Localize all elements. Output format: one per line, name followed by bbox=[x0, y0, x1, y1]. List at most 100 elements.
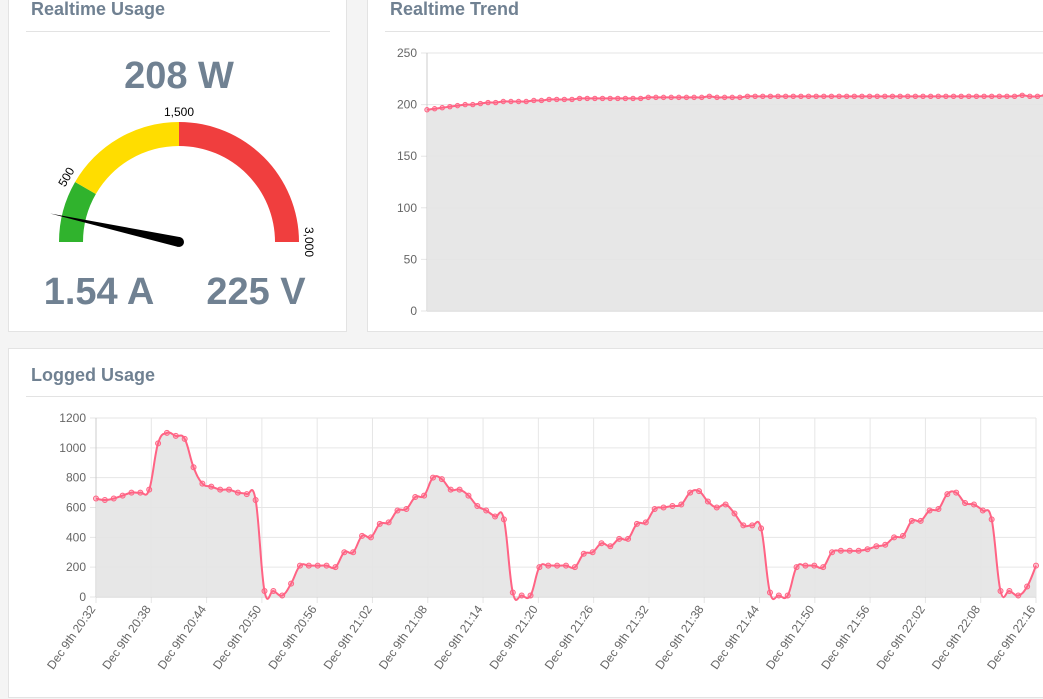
x-tick-label: Dec 9th 21:32 bbox=[597, 602, 652, 672]
data-point bbox=[883, 542, 888, 547]
data-point bbox=[799, 94, 803, 98]
data-point bbox=[164, 430, 169, 435]
data-point bbox=[646, 95, 650, 99]
data-point bbox=[235, 490, 240, 495]
data-point bbox=[677, 95, 681, 99]
data-point bbox=[997, 94, 1001, 98]
data-point bbox=[838, 548, 843, 553]
data-point bbox=[989, 94, 993, 98]
data-point bbox=[102, 498, 107, 503]
data-point bbox=[509, 99, 513, 103]
data-point bbox=[634, 521, 639, 526]
data-point bbox=[351, 550, 356, 555]
x-tick-label: Dec 9th 20:38 bbox=[99, 602, 154, 672]
data-point bbox=[271, 589, 276, 594]
data-point bbox=[342, 550, 347, 555]
data-point bbox=[623, 96, 627, 100]
data-point bbox=[1012, 94, 1016, 98]
data-point bbox=[218, 487, 223, 492]
gauge-band-2 bbox=[179, 122, 299, 242]
data-point bbox=[679, 502, 684, 507]
data-point bbox=[227, 487, 232, 492]
data-point bbox=[745, 94, 749, 98]
data-point bbox=[856, 548, 861, 553]
data-point bbox=[688, 490, 693, 495]
data-point bbox=[616, 96, 620, 100]
data-point bbox=[741, 523, 746, 528]
voltage-readout: 225 V bbox=[181, 271, 331, 314]
data-point bbox=[608, 96, 612, 100]
gauge-needle-hub bbox=[174, 237, 184, 247]
data-point bbox=[761, 94, 765, 98]
x-tick-label: Dec 9th 21:08 bbox=[376, 602, 431, 672]
data-point bbox=[244, 492, 249, 497]
data-point bbox=[875, 94, 879, 98]
current-readout: 1.54 A bbox=[24, 271, 174, 314]
data-point bbox=[626, 536, 631, 541]
data-point bbox=[570, 97, 574, 101]
x-tick-label: Dec 9th 22:02 bbox=[874, 602, 929, 672]
data-point bbox=[669, 95, 673, 99]
data-point bbox=[493, 514, 498, 519]
data-point bbox=[753, 94, 757, 98]
data-point bbox=[898, 94, 902, 98]
y-tick-label: 1200 bbox=[59, 411, 86, 425]
y-tick-label: 800 bbox=[66, 471, 86, 485]
data-point bbox=[959, 94, 963, 98]
data-point bbox=[883, 94, 887, 98]
data-point bbox=[1007, 589, 1012, 594]
gauge-tick-label: 3,000 bbox=[302, 227, 316, 257]
y-tick-label: 200 bbox=[66, 560, 86, 574]
y-tick-label: 50 bbox=[404, 252, 418, 266]
data-point bbox=[463, 102, 467, 106]
data-point bbox=[890, 94, 894, 98]
data-point bbox=[484, 508, 489, 513]
gauge-band-0 bbox=[59, 182, 96, 242]
data-point bbox=[722, 95, 726, 99]
data-point bbox=[94, 496, 99, 501]
data-point bbox=[593, 96, 597, 100]
data-point bbox=[585, 96, 589, 100]
data-point bbox=[906, 94, 910, 98]
data-point bbox=[963, 501, 968, 506]
data-point bbox=[1016, 593, 1021, 598]
data-point bbox=[413, 495, 418, 500]
data-point bbox=[315, 563, 320, 568]
data-point bbox=[439, 477, 444, 482]
data-point bbox=[608, 544, 613, 549]
data-point bbox=[989, 517, 994, 522]
data-point bbox=[692, 95, 696, 99]
gauge-band-1 bbox=[75, 122, 179, 194]
data-point bbox=[967, 94, 971, 98]
data-point bbox=[954, 490, 959, 495]
data-point bbox=[936, 94, 940, 98]
data-point bbox=[982, 94, 986, 98]
data-point bbox=[572, 565, 577, 570]
y-tick-label: 0 bbox=[410, 304, 417, 318]
x-tick-label: Dec 9th 20:56 bbox=[265, 602, 320, 672]
data-point bbox=[289, 581, 294, 586]
data-point bbox=[705, 499, 710, 504]
data-point bbox=[767, 590, 772, 595]
data-point bbox=[921, 94, 925, 98]
data-point bbox=[865, 547, 870, 552]
data-point bbox=[528, 593, 533, 598]
data-point bbox=[998, 589, 1003, 594]
data-point bbox=[860, 94, 864, 98]
y-tick-label: 200 bbox=[397, 98, 417, 112]
data-point bbox=[590, 550, 595, 555]
data-point bbox=[430, 475, 435, 480]
data-point bbox=[822, 94, 826, 98]
data-point bbox=[707, 94, 711, 98]
data-point bbox=[944, 94, 948, 98]
data-point bbox=[209, 484, 214, 489]
x-tick-label: Dec 9th 20:44 bbox=[155, 602, 210, 672]
data-point bbox=[599, 541, 604, 546]
data-point bbox=[814, 94, 818, 98]
data-point bbox=[759, 526, 764, 531]
x-tick-label: Dec 9th 21:56 bbox=[818, 602, 873, 672]
data-point bbox=[581, 551, 586, 556]
data-point bbox=[867, 94, 871, 98]
